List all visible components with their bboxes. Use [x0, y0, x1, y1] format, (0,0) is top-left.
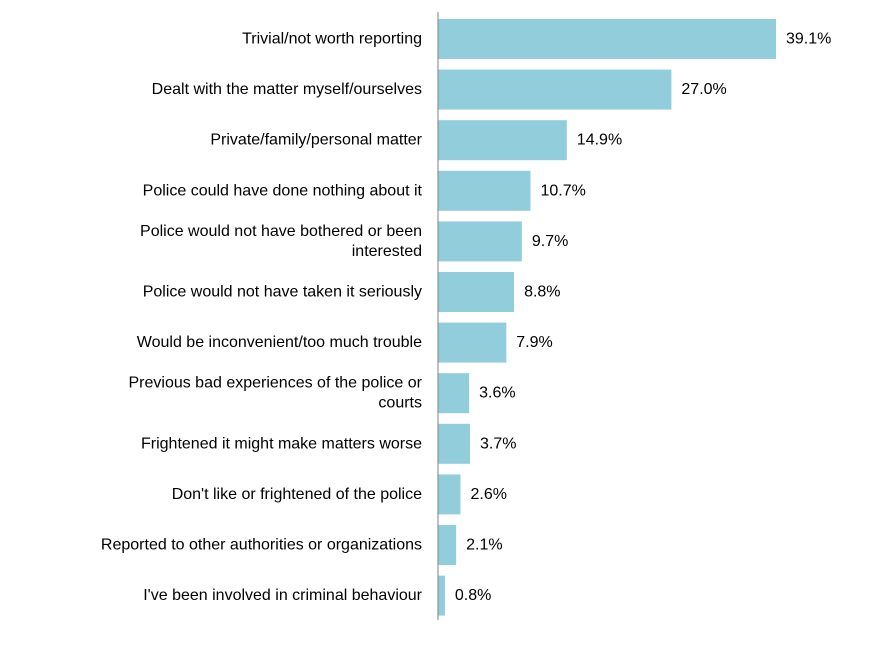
category-label-2: Private/family/personal matter: [210, 132, 422, 149]
bar-5: [438, 272, 515, 312]
bar-9: [438, 474, 461, 515]
category-label-11: I've been involved in criminal behaviour: [143, 587, 422, 604]
value-label-4: 9.7%: [532, 233, 568, 250]
bar-11: [438, 575, 445, 616]
category-label-9: Don't like or frightened of the police: [172, 486, 422, 503]
category-label-10: Reported to other authorities or organiz…: [101, 537, 422, 554]
value-label-5: 8.8%: [524, 284, 560, 301]
bar-1: [438, 69, 672, 110]
category-label-0: Trivial/not worth reporting: [242, 31, 422, 48]
category-label-6: Would be inconvenient/too much trouble: [137, 334, 422, 351]
bar-4: [438, 221, 522, 262]
category-label-8: Frightened it might make matters worse: [141, 435, 422, 452]
value-label-3: 10.7%: [540, 182, 585, 199]
bar-0: [438, 19, 776, 59]
bar-2: [438, 120, 567, 161]
bar-7: [438, 373, 470, 414]
category-label-5: Police would not have taken it seriously: [143, 284, 422, 301]
bar-6: [438, 322, 507, 363]
value-label-10: 2.1%: [466, 537, 502, 554]
bar-8: [438, 423, 470, 464]
category-label-4: Police would not have bothered or been in…: [140, 223, 422, 260]
bar-10: [438, 525, 457, 565]
value-label-9: 2.6%: [470, 486, 506, 503]
value-label-0: 39.1%: [786, 31, 831, 48]
category-labels-group: Trivial/not worth reporting Dealt with th…: [101, 31, 423, 605]
value-label-8: 3.7%: [480, 435, 516, 452]
value-label-7: 3.6%: [479, 385, 515, 402]
value-label-11: 0.8%: [455, 587, 491, 604]
category-label-1: Dealt with the matter myself/ourselves: [152, 81, 422, 98]
value-label-1: 27.0%: [681, 81, 726, 98]
category-label-3: Police could have done nothing about it: [143, 182, 423, 199]
value-label-2: 14.9%: [577, 132, 622, 149]
category-label-7: Previous bad experiences of the police o…: [128, 375, 422, 412]
bars-group: [438, 19, 776, 616]
bar-3: [438, 170, 531, 211]
value-labels-group: 39.1% 27.0% 14.9% 10.7% 9.7% 8.8% 7.9% 3.6% 3.7%…: [455, 31, 831, 605]
value-label-6: 7.9%: [516, 334, 552, 351]
